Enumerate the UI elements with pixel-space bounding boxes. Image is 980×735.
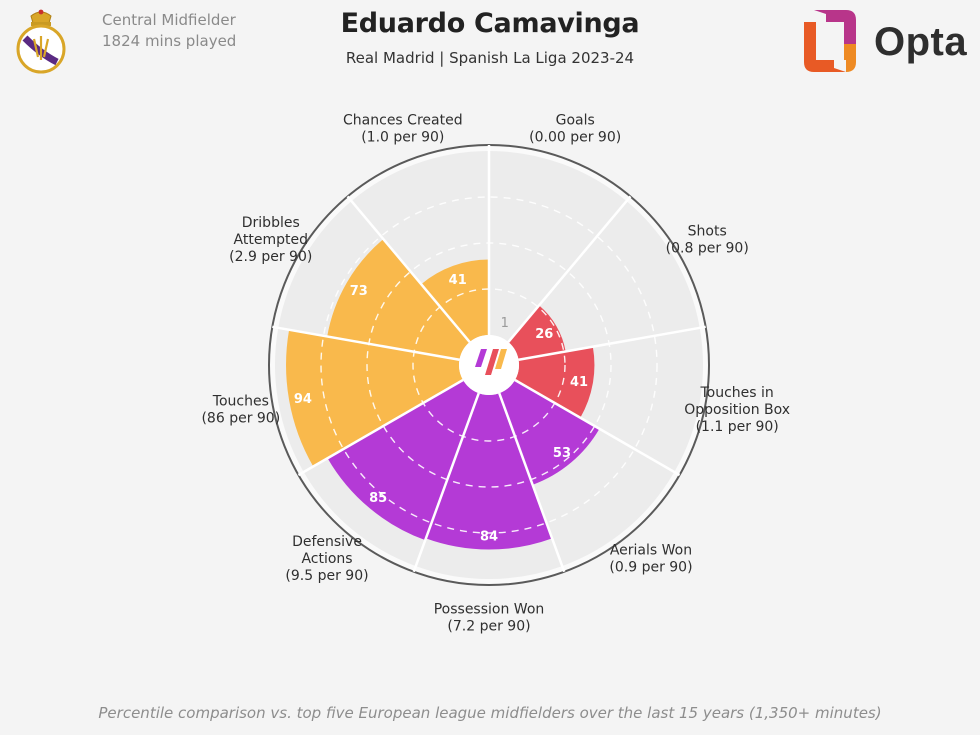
metric-name: Chances Created [343, 113, 463, 129]
logo-stroke [495, 349, 507, 369]
sector-divider [412, 392, 480, 573]
metric-name: Aerials Won [610, 543, 692, 559]
sector-divider [498, 392, 566, 573]
percentile-label: 53 [553, 446, 571, 461]
title-block: Eduardo Camavinga Real Madrid | Spanish … [0, 8, 980, 67]
sector-divider [272, 325, 460, 362]
sector-bar [508, 305, 566, 360]
opta-brand: Opta [800, 6, 978, 76]
sector-bar [425, 393, 553, 550]
player-minutes: 1824 mins played [102, 32, 237, 50]
metric-name: Shots [688, 224, 727, 240]
metric-label: Chances Created(1.0 per 90) [343, 113, 463, 146]
metric-name: Attempted [234, 232, 308, 248]
percentile-label: 41 [449, 273, 467, 288]
chart-caption: Percentile comparison vs. top five Europ… [98, 704, 882, 722]
metric-value: (0.8 per 90) [666, 241, 749, 257]
metric-value: (0.9 per 90) [609, 560, 692, 576]
sector-background [508, 201, 700, 360]
radar-chart: 1 26 41 53 84 85 94 73 41 Goals(0.00 per 90) Shots… [201, 113, 790, 635]
metric-value: (1.0 per 90) [361, 130, 444, 146]
metric-name: Actions [301, 551, 352, 567]
sector-background [489, 151, 627, 343]
metric-name: Goals [556, 113, 595, 129]
sector-divider [346, 195, 471, 343]
metric-name: Possession Won [434, 602, 545, 618]
sector-bar [327, 239, 470, 360]
metric-value: (86 per 90) [201, 410, 280, 426]
metric-name: Dribbles [242, 215, 300, 231]
sector-divider [514, 378, 681, 477]
metric-value: (9.5 per 90) [285, 568, 368, 584]
metric-value: (0.00 per 90) [529, 130, 621, 146]
percentile-label: 94 [294, 392, 312, 407]
percentile-label: 84 [480, 530, 498, 545]
percentile-label: 85 [369, 491, 387, 506]
metric-name: Opposition Box [684, 402, 790, 418]
sector-bar [514, 346, 595, 418]
metric-value: (2.9 per 90) [229, 249, 312, 265]
chart-subtitle: Real Madrid | Spanish La Liga 2023-24 [345, 49, 635, 67]
real-madrid-crest-icon [16, 9, 66, 74]
percentile-label: 1 [501, 316, 509, 331]
metric-label: Shots(0.8 per 90) [666, 224, 749, 257]
metric-label: Possession Won(7.2 per 90) [434, 602, 545, 635]
percentile-label: 41 [570, 375, 588, 390]
player-meta: Central Midfielder 1824 mins played [102, 10, 236, 52]
opta-logo-icon [804, 10, 856, 72]
sector-bar [286, 329, 464, 467]
sector-divider [507, 195, 632, 343]
player-position: Central Midfielder [102, 11, 236, 29]
opta-brand-name: Opta [874, 20, 968, 64]
sector-bar [421, 259, 489, 343]
sector-divider [297, 378, 464, 477]
metric-name: Defensive [292, 534, 362, 550]
metric-name: Touches [212, 393, 269, 409]
metric-label: Goals(0.00 per 90) [529, 113, 621, 146]
metric-label: Aerials Won(0.9 per 90) [609, 543, 692, 576]
logo-stroke [485, 349, 499, 375]
metric-name: Touches in [700, 385, 774, 401]
stats-perform-logo-icon [475, 349, 507, 375]
metric-label: Touches(86 per 90) [201, 393, 280, 426]
percentile-label: 73 [350, 284, 368, 299]
metric-value: (1.1 per 90) [696, 419, 779, 435]
chart-title: Eduardo Camavinga [340, 8, 640, 39]
sector-divider [518, 325, 706, 362]
reference-ring [320, 196, 658, 534]
logo-stroke [475, 349, 487, 367]
percentile-label: 26 [535, 327, 553, 342]
sector-bar [327, 380, 479, 541]
metric-value: (7.2 per 90) [447, 619, 530, 635]
